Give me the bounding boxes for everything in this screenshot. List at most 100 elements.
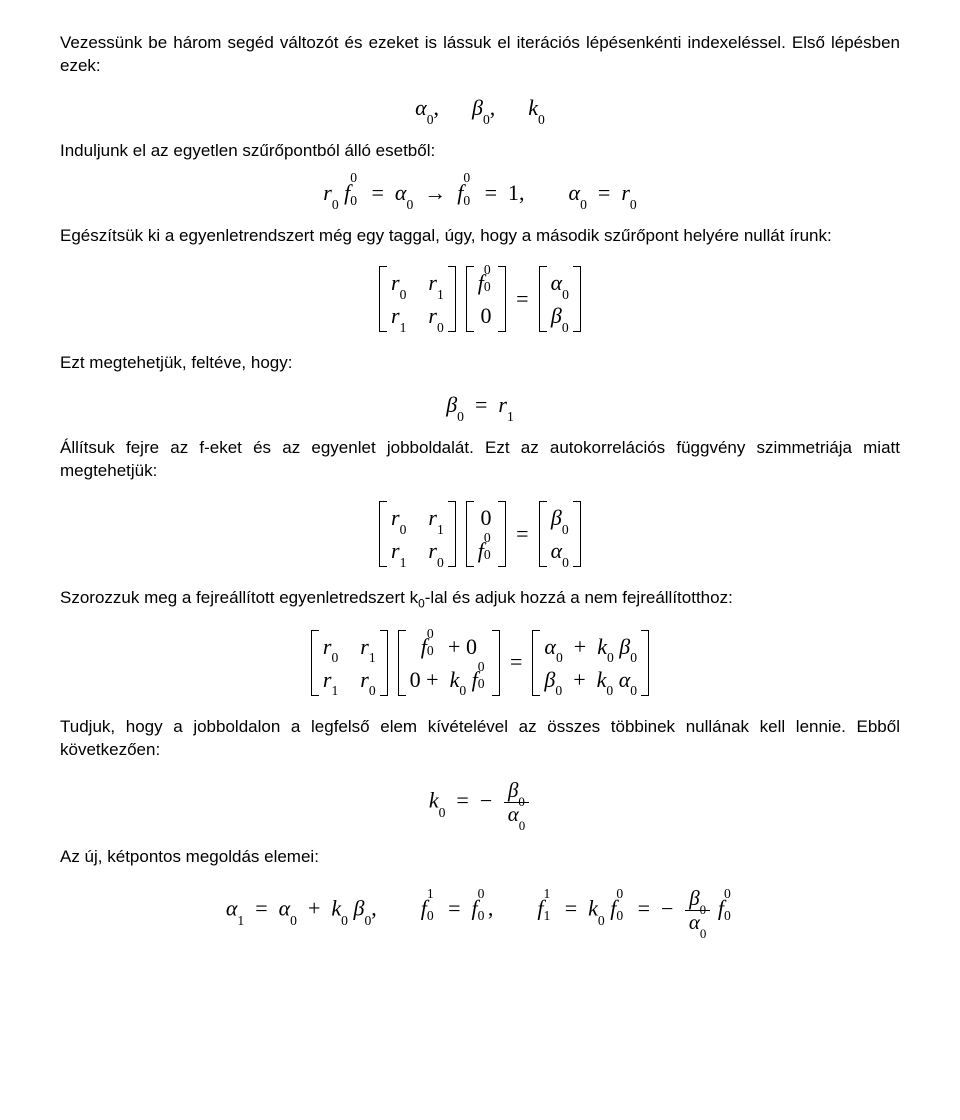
eq3-r10: r — [391, 303, 400, 328]
eq1-alpha-sub: 0 — [427, 112, 434, 127]
paragraph-5: Állítsuk fejre az f-eket és az egyenlet … — [60, 437, 900, 483]
eq3-r11: r — [428, 303, 437, 328]
eq8-a1-sub: 1 — [237, 913, 244, 928]
eq8-c2: , — [488, 896, 494, 921]
eq5-r01-sub: 1 — [437, 522, 444, 537]
eq2-comma: , — [519, 180, 525, 205]
equation-6: r0 r1 r1 r0 f00 + 0 — [60, 630, 900, 696]
eq2-arrow: → — [424, 180, 446, 205]
eq8-plus: + — [308, 896, 320, 921]
eq8-eq4: = — [638, 896, 650, 921]
eq6-vecF: f00 + 0 0 + k0 f00 — [398, 630, 500, 696]
eq3-beta-sub: 0 — [562, 320, 569, 335]
eq6-f-bot-sub: 0 — [478, 674, 485, 694]
eq6-r01-sub: 1 — [369, 650, 376, 665]
eq3-r01: r — [428, 270, 437, 295]
eq8-fr-den-sub: 0 — [700, 926, 706, 941]
eq2-r-sub: 0 — [332, 197, 339, 212]
eq6-beta-b-sub: 0 — [555, 683, 562, 698]
bracket-right — [492, 630, 500, 696]
eq8-f00b-sub: 0 — [616, 908, 623, 923]
eq6-f-top-sub: 0 — [427, 641, 434, 661]
eq8-f01-sub: 0 — [427, 908, 434, 923]
eq8-a0-sub: 0 — [290, 913, 297, 928]
eq1-beta: β — [472, 95, 483, 120]
eq8-eq3: = — [565, 896, 577, 921]
paragraph-6: Szorozzuk meg a fejreállított egyenletre… — [60, 587, 900, 611]
bracket-right — [448, 266, 456, 332]
eq6-k3: k — [597, 667, 607, 692]
eq3-beta: β — [551, 303, 562, 328]
eq3-row: r0 r1 r1 r0 f00 0 = — [379, 266, 581, 332]
bracket-left — [311, 630, 319, 696]
eq8-frac: β0 α0 — [685, 887, 710, 934]
eq7-k: k — [429, 788, 439, 813]
eq3-matR: r0 r1 r1 r0 — [379, 266, 456, 332]
eq6-alpha-b: α — [619, 667, 631, 692]
eq6-plus2: + — [426, 667, 438, 692]
bracket-right — [641, 630, 649, 696]
eq8-fr-den: α — [689, 910, 700, 934]
eq8-c1: , — [371, 896, 377, 921]
paragraph-8: Az új, kétpontos megoldás elemei: — [60, 846, 900, 869]
eq2-f2-sub: 0 — [463, 193, 470, 208]
eq8-a1: α — [226, 896, 238, 921]
eq3-vecRHS: α0 β0 — [539, 266, 581, 332]
eq5-matR: r0 r1 r1 r0 — [379, 501, 456, 567]
equation-5: r0 r1 r1 r0 0 f00 = — [60, 501, 900, 567]
bracket-right — [380, 630, 388, 696]
eq6-plus4: + — [573, 667, 585, 692]
eq7-eq: = — [456, 788, 468, 813]
eq8-fr-num-sub: 0 — [700, 902, 706, 917]
eq4-beta-sub: 0 — [457, 409, 464, 424]
eq7-k-sub: 0 — [439, 805, 446, 820]
eq5-r10: r — [391, 538, 400, 563]
para6-part-b: -lal és adjuk hozzá a nem fejreállítotth… — [425, 588, 733, 607]
eq2-alpha2: α — [569, 180, 581, 205]
eq8-f00c-sub: 0 — [724, 908, 731, 923]
eq7-frac: β0 α0 — [504, 779, 529, 826]
eq3-r01-sub: 1 — [437, 287, 444, 302]
equation-8: α1 = α0 + k0 β0, f10 = f00, f11 = k0 f00… — [60, 887, 900, 934]
bracket-right — [498, 266, 506, 332]
eq5-eq: = — [516, 522, 528, 546]
paragraph-4: Ezt megtehetjük, feltéve, hogy: — [60, 352, 900, 375]
document-page: Vezessünk be három segéd változót és eze… — [0, 0, 960, 1120]
eq5-r01: r — [428, 505, 437, 530]
bracket-right — [573, 266, 581, 332]
equation-2: r0 f00 = α0 → f00 = 1, α0 = r0 — [60, 181, 900, 205]
eq6-beta-t-sub: 0 — [630, 650, 637, 665]
eq8-k: k — [331, 896, 341, 921]
eq8-b0: β — [353, 896, 364, 921]
eq5-r11-sub: 0 — [437, 555, 444, 570]
eq6-k1: k — [450, 667, 460, 692]
eq7-alpha-sub: 0 — [519, 818, 525, 833]
eq2-f1-sup: 0 — [350, 170, 357, 185]
eq8-k2-sub: 0 — [598, 913, 605, 928]
bracket-left — [466, 501, 474, 567]
eq5-vecRHS: β0 α0 — [539, 501, 581, 567]
eq2-f2-sup: 0 — [463, 170, 470, 185]
eq5-alpha: α — [551, 538, 563, 563]
eq8-minus: − — [661, 896, 675, 921]
eq5-r00-sub: 0 — [400, 522, 407, 537]
eq3-alpha: α — [551, 270, 563, 295]
equation-1: α0, β0, k0 — [60, 96, 900, 120]
eq5-f00-sub: 0 — [484, 545, 491, 565]
eq3-vecF: f00 0 — [466, 266, 506, 332]
bracket-left — [379, 266, 387, 332]
eq8-f11-sup: 1 — [544, 886, 551, 901]
eq1-k: k — [528, 95, 538, 120]
eq6-plus1: + — [448, 634, 460, 659]
eq6-beta-b: β — [544, 667, 555, 692]
eq6-plus3: + — [574, 634, 586, 659]
eq2-alpha2-sub: 0 — [580, 197, 587, 212]
eq3-eq: = — [516, 287, 528, 311]
eq7-minus: − — [480, 788, 494, 813]
eq8-eq1: = — [255, 896, 267, 921]
eq6-vecRHS: α0 + k0 β0 β0 + k0 α0 — [532, 630, 649, 696]
eq8-f00-sub: 0 — [478, 908, 485, 923]
bracket-left — [539, 501, 547, 567]
bracket-left — [379, 501, 387, 567]
eq2-r: r — [323, 180, 332, 205]
